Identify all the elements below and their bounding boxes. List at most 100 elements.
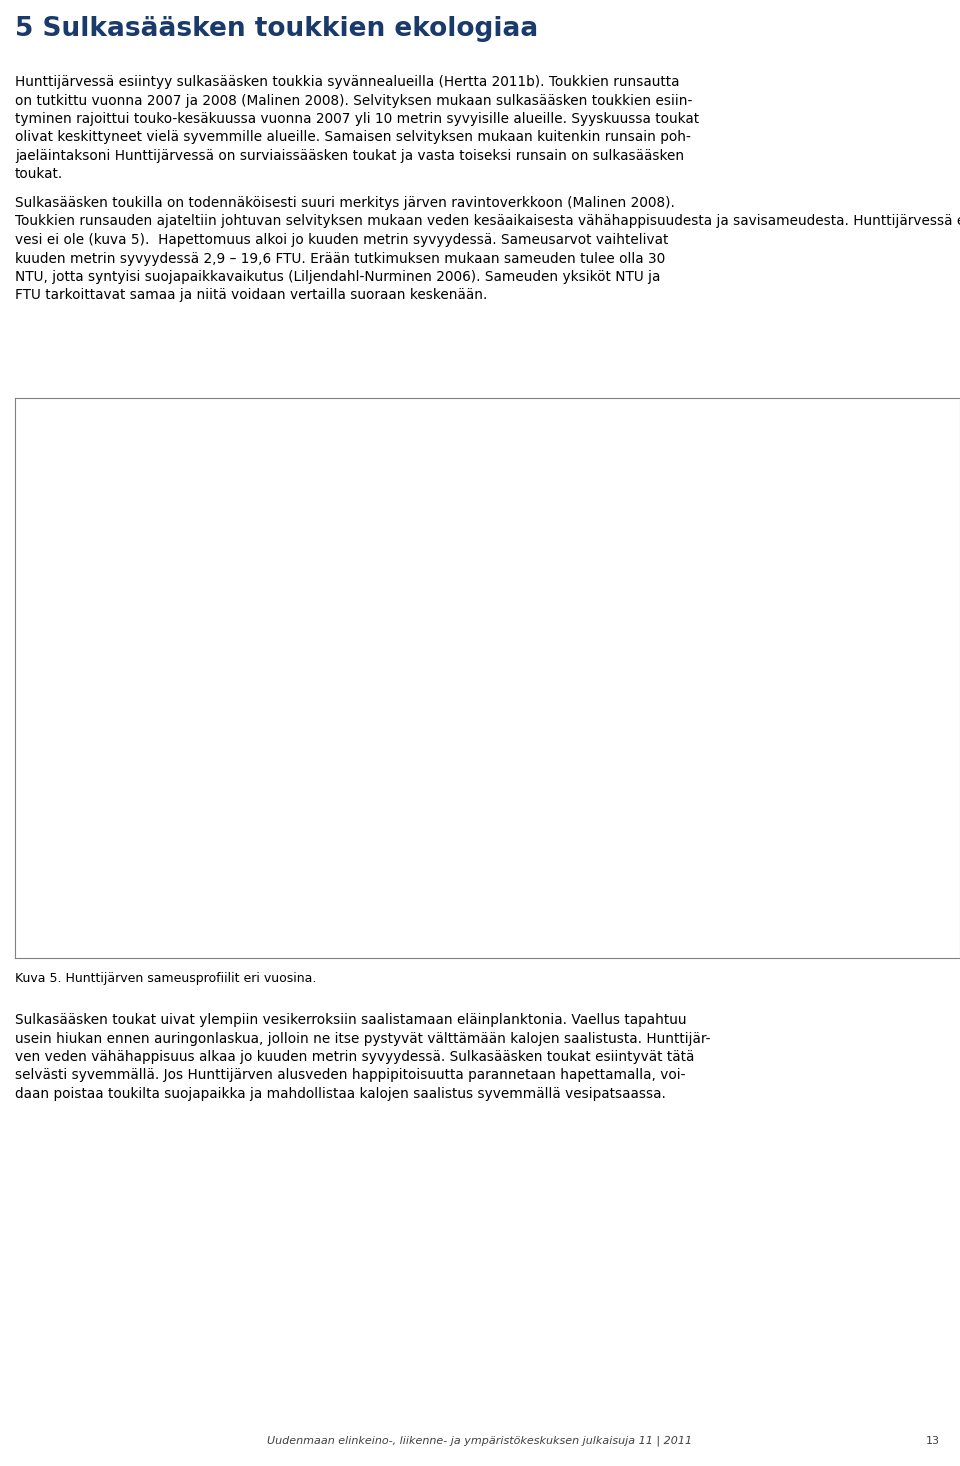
Text: tyminen rajoittui touko-kesäkuussa vuonna 2007 yli 10 metrin syvyisille alueille: tyminen rajoittui touko-kesäkuussa vuonn… [15,111,699,126]
23.2.2009 [234,496,246,513]
6.3.2003 [133,648,145,666]
Line: 2.6.2009: 2.6.2009 [102,484,168,865]
5.4.2006 [100,478,111,496]
28.8.2006 [243,717,254,734]
7.3.2002 [100,478,111,496]
22.7.2002 [104,478,115,496]
22.7.2002 [104,648,115,666]
7.3.2002 [116,836,128,853]
12.12.2001 [100,478,111,496]
30.9.2002 [108,632,119,649]
28.8.2006 [454,836,466,853]
Text: olivat keskittyneet vielä syvemmille alueille. Samaisen selvityksen mukaan kuite: olivat keskittyneet vielä syvemmille alu… [15,130,691,145]
2.6.2009 [150,853,161,871]
Line: 6.3.2003: 6.3.2003 [101,466,185,866]
23.7.2009 [108,853,119,871]
23.2.2009 [234,648,246,666]
7.3.2002 [142,689,154,707]
7.10.2003 [171,836,182,853]
Line: 7.3.2002: 7.3.2002 [102,484,151,865]
Line: 23.7.2009: 23.7.2009 [91,481,119,868]
22.7.2002 [108,717,119,734]
Text: vesi ei ole (kuva 5).  Hapettomuus alkoi jo kuuden metrin syvyydessä. Sameusarvo: vesi ei ole (kuva 5). Hapettomuus alkoi … [15,233,668,246]
27.8.2003 [116,478,128,496]
Text: Sulkasääsken toukat uivat ylempiin vesikerroksiin saalistamaan eläinplanktonia. : Sulkasääsken toukat uivat ylempiin vesik… [15,1013,686,1028]
7.6.2006 [100,478,111,496]
30.9.2002 [104,478,115,496]
23.2.2009 [222,836,233,853]
7.10.2003 [142,699,154,717]
28.8.2006 [142,648,154,666]
7.6.2006 [248,853,259,871]
24.6.2002 [146,478,157,496]
2.6.2009 [158,648,170,666]
7.3.2002 [116,853,128,871]
Text: 13: 13 [926,1437,940,1445]
Line: 30.9.2002: 30.9.2002 [100,481,119,817]
Line: 23.2.2009: 23.2.2009 [222,481,246,868]
6.3.2003 [100,462,111,479]
28.8.2006 [100,478,111,496]
7.6.2006 [155,648,166,666]
28.8.2006 [665,853,677,871]
Line: 5.4.2006: 5.4.2006 [102,484,180,865]
9.6.2003 [112,614,124,632]
2.6.2009 [100,478,111,496]
12.12.2001 [91,444,103,462]
6.3.2003 [176,853,187,871]
Line: 28.8.2006: 28.8.2006 [101,482,676,866]
Text: NTU, jotta syntyisi suojapaikkavaikutus (Liljendahl-Nurminen 2006). Sameuden yks: NTU, jotta syntyisi suojapaikkavaikutus … [15,270,660,284]
Text: Toukkien runsauden ajateltiin johtuvan selvityksen mukaan veden kesäaikaisesta v: Toukkien runsauden ajateltiin johtuvan s… [15,214,960,229]
Text: daan poistaa toukilta suojapaikka ja mahdollistaa kalojen saalistus syvemmällä v: daan poistaa toukilta suojapaikka ja mah… [15,1086,666,1101]
9.6.2003 [116,717,128,734]
5.4.2006 [171,853,182,871]
24.6.2002 [142,717,154,734]
X-axis label: sameus, FTU: sameus, FTU [373,410,462,424]
Text: ven veden vähähappisuus alkaa jo kuuden metrin syvyydessä. Sulkasääsken toukat e: ven veden vähähappisuus alkaa jo kuuden … [15,1050,694,1064]
Text: on tutkittu vuonna 2007 ja 2008 (Malinen 2008). Selvityksen mukaan sulkasääsken : on tutkittu vuonna 2007 ja 2008 (Malinen… [15,94,692,107]
Line: 12.12.2001: 12.12.2001 [93,450,126,872]
Text: selvästi syvemmällä. Jos Hunttijärven alusveden happipitoisuutta parannetaan hap: selvästi syvemmällä. Jos Hunttijärven al… [15,1069,685,1082]
Text: Kuva 5. Hunttijärven sameusprofiilit eri vuosina.: Kuva 5. Hunttijärven sameusprofiilit eri… [15,972,317,985]
Text: FTU tarkoittavat samaa ja niitä voidaan vertailla suoraan keskenään.: FTU tarkoittavat samaa ja niitä voidaan … [15,289,488,302]
14.7.2003 [146,751,157,768]
9.6.2003 [121,853,132,871]
7.10.2003 [171,853,182,871]
5.4.2006 [104,802,115,819]
Text: toukat.: toukat. [15,167,63,182]
12.12.2001 [91,861,103,878]
30.9.2002 [100,802,111,819]
Line: 22.7.2002: 22.7.2002 [105,482,119,866]
12.12.2001 [100,802,111,819]
Line: 7.6.2006: 7.6.2006 [101,482,257,866]
Line: 24.6.2002: 24.6.2002 [143,482,164,866]
Text: Uudenmaan elinkeino-, liikenne- ja ympäristökeskuksen julkaisuja 11 | 2011: Uudenmaan elinkeino-, liikenne- ja ympär… [268,1435,692,1445]
22.7.2002 [104,853,115,871]
24.6.2002 [150,648,161,666]
27.8.2003 [137,853,149,871]
7.10.2003 [104,478,115,496]
Text: Hunttijärvessä esiintyy sulkasääsken toukkia syvännealueilla (Hertta 2011b). Tou: Hunttijärvessä esiintyy sulkasääsken tou… [15,75,680,89]
12.12.2001 [116,604,128,622]
30.9.2002 [108,717,119,734]
23.7.2009 [108,717,119,734]
Y-axis label: syvyys, m: syvyys, m [33,657,47,726]
7.3.2002 [129,648,140,666]
Text: kuuden metrin syvyydessä 2,9 – 19,6 FTU. Erään tutkimuksen mukaan sameuden tulee: kuuden metrin syvyydessä 2,9 – 19,6 FTU.… [15,252,665,265]
23.2.2009 [222,853,233,871]
27.8.2003 [142,717,154,734]
27.8.2003 [133,648,145,666]
Text: Sulkasääsken toukilla on todennäköisesti suuri merkitys järven ravintoverkkoon (: Sulkasääsken toukilla on todennäköisesti… [15,196,675,210]
23.7.2009 [91,478,103,496]
14.7.2003 [125,648,136,666]
7.6.2006 [180,717,191,734]
Line: 27.8.2003: 27.8.2003 [122,487,148,862]
Line: 14.7.2003: 14.7.2003 [113,487,160,844]
14.7.2003 [108,478,119,496]
24.6.2002 [155,853,166,871]
12.12.2001 [104,648,115,666]
Text: usein hiukan ennen auringonlaskua, jolloin ne itse pystyvät välttämään kalojen s: usein hiukan ennen auringonlaskua, jollo… [15,1032,710,1045]
Text: 5 Sulkasääsken toukkien ekologiaa: 5 Sulkasääsken toukkien ekologiaa [15,16,539,43]
Legend: 12.12.2001, 7.3.2002, 24.6.2002, 22.7.2002, 30.9.2002, 6.3.2003, 9.6.2003, 14.7.: 12.12.2001, 7.3.2002, 24.6.2002, 22.7.20… [788,459,880,680]
7.10.2003 [167,734,179,752]
